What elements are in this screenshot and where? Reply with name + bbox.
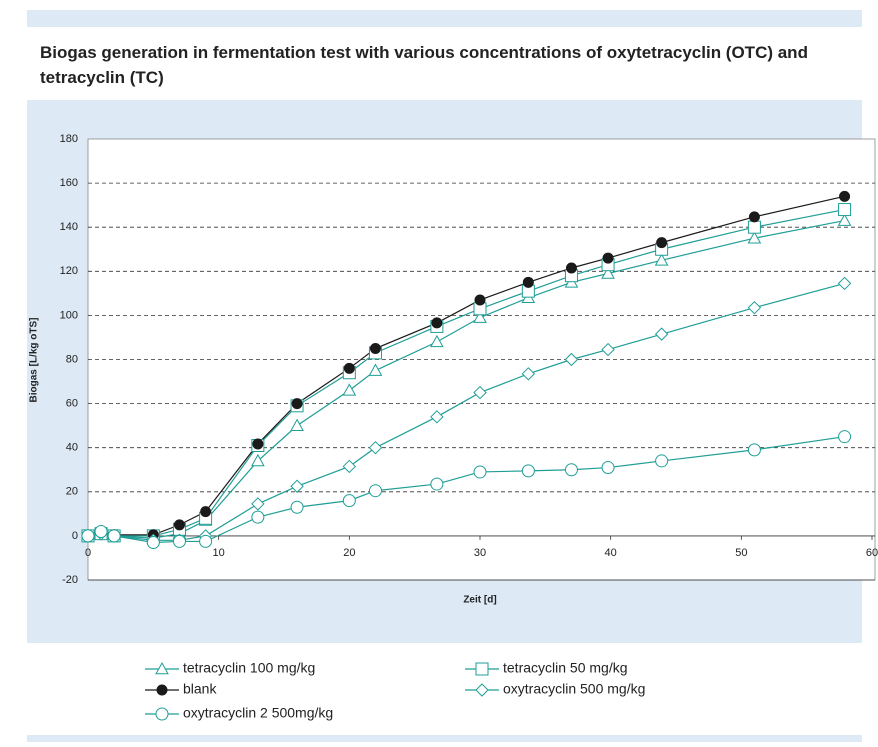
marker [342, 383, 357, 396]
marker [146, 536, 160, 550]
marker [473, 385, 487, 400]
marker [747, 300, 762, 315]
marker [475, 683, 489, 697]
series-line [87, 219, 845, 539]
x-axis-label: Zeit [d] [463, 595, 496, 606]
marker [81, 529, 95, 543]
marker [473, 465, 487, 479]
x-tick-label: 0 [85, 547, 91, 559]
x-tick-label: 60 [866, 547, 878, 559]
marker [251, 453, 265, 467]
y-tick-label: 80 [66, 353, 78, 365]
y-tick-label: 0 [72, 530, 78, 542]
marker [172, 534, 186, 548]
series-line [87, 436, 845, 544]
legend-label: tetracyclin 50 mg/kg [503, 660, 628, 676]
marker [369, 342, 381, 354]
marker [747, 220, 761, 234]
marker [747, 443, 761, 457]
marker [837, 276, 852, 291]
marker [564, 352, 579, 367]
y-tick-label: 140 [60, 221, 78, 233]
marker [94, 524, 108, 538]
y-tick-label: -20 [62, 574, 78, 586]
y-tick-label: 60 [66, 398, 78, 410]
marker [837, 213, 852, 226]
marker [290, 479, 304, 493]
series-line [87, 282, 845, 541]
marker [199, 534, 213, 548]
marker [155, 707, 169, 721]
marker [155, 661, 169, 675]
marker [747, 231, 762, 244]
y-tick-label: 180 [60, 133, 78, 145]
marker [564, 463, 578, 477]
marker [601, 342, 615, 357]
legend-label: tetracyclin 100 mg/kg [183, 660, 315, 676]
marker [251, 510, 265, 524]
marker [654, 253, 669, 266]
marker [430, 477, 444, 491]
marker [838, 430, 852, 444]
x-tick-label: 30 [474, 547, 486, 559]
marker [475, 662, 489, 676]
marker [156, 684, 168, 696]
marker [343, 362, 355, 374]
legend-label: oxytracyclin 2 500mg/kg [183, 705, 333, 721]
x-tick-label: 10 [213, 547, 225, 559]
marker [473, 310, 487, 323]
marker [602, 252, 614, 264]
marker [200, 506, 212, 518]
marker [368, 440, 383, 455]
y-tick-label: 160 [60, 177, 78, 189]
marker [430, 334, 444, 348]
marker [601, 461, 615, 475]
marker [107, 529, 121, 543]
marker [565, 262, 577, 274]
marker [748, 211, 760, 223]
legend-label: blank [183, 681, 217, 697]
title-box [27, 27, 862, 100]
series-line [87, 195, 845, 537]
marker [431, 317, 443, 329]
x-tick-label: 40 [605, 547, 617, 559]
y-tick-label: 100 [60, 309, 78, 321]
legend-box [27, 643, 862, 735]
marker [342, 459, 357, 474]
marker [521, 367, 536, 381]
marker [290, 418, 304, 431]
marker [290, 500, 304, 514]
marker [522, 276, 534, 288]
y-tick-label: 20 [66, 486, 78, 498]
x-tick-label: 50 [735, 547, 747, 559]
marker [251, 497, 265, 511]
marker [173, 519, 185, 531]
y-tick-label: 120 [60, 265, 78, 277]
marker [838, 203, 852, 217]
marker [342, 494, 356, 508]
marker [521, 464, 535, 478]
marker [601, 266, 615, 279]
marker [368, 484, 382, 498]
x-tick-label: 20 [343, 547, 355, 559]
marker [252, 438, 264, 450]
chart-title: Biogas generation in fermentation test w… [40, 43, 808, 87]
series-line [87, 208, 845, 537]
y-axis-label: Biogas [L/kg oTS] [29, 318, 40, 403]
legend-label: oxytracyclin 500 mg/kg [503, 681, 645, 697]
y-tick-label: 40 [66, 442, 78, 454]
marker [430, 410, 444, 424]
marker [474, 294, 486, 306]
marker [656, 237, 668, 249]
marker [291, 398, 303, 410]
marker [368, 363, 383, 376]
marker [654, 327, 669, 341]
marker [655, 454, 669, 468]
marker [839, 190, 851, 202]
